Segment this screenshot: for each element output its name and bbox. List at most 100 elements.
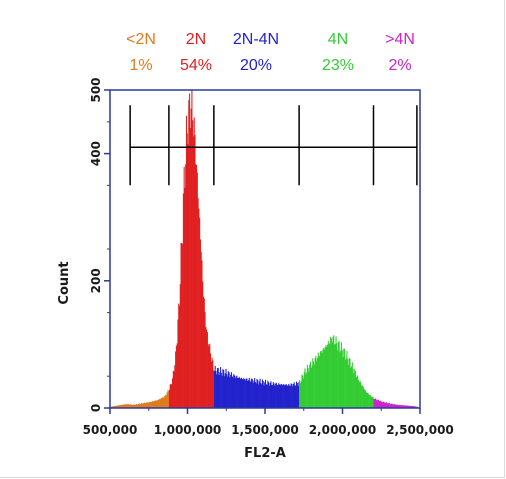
histogram-bin-303 bbox=[344, 360, 346, 408]
histogram-bin-184 bbox=[252, 382, 254, 408]
histogram-bin-60 bbox=[156, 400, 158, 408]
histogram-bin-190 bbox=[257, 379, 259, 408]
histogram-bin-300 bbox=[342, 357, 344, 408]
histogram-bin-30 bbox=[133, 404, 135, 408]
histogram-bin-262 bbox=[313, 361, 315, 408]
histogram-bin-189 bbox=[256, 378, 258, 408]
histogram-bin-72 bbox=[165, 395, 167, 408]
histogram-bin-186 bbox=[254, 378, 256, 408]
y-tick-label-3: 500 bbox=[89, 77, 103, 102]
histogram-bin-195 bbox=[261, 384, 263, 408]
histogram-bin-267 bbox=[316, 357, 318, 408]
histogram-bin-106 bbox=[192, 120, 194, 408]
histogram-bin-194 bbox=[260, 383, 262, 408]
histogram-bin-393 bbox=[414, 406, 416, 408]
histogram-bin-74 bbox=[167, 390, 169, 408]
histogram-bin-250 bbox=[303, 371, 305, 408]
histogram-bin-228 bbox=[286, 385, 288, 408]
histogram-bin-39 bbox=[140, 403, 142, 408]
histogram-bin-365 bbox=[392, 404, 394, 408]
histogram-bin-177 bbox=[247, 381, 249, 408]
histogram-bin-222 bbox=[282, 385, 284, 408]
histogram-bin-137 bbox=[216, 374, 218, 408]
histogram-bin-102 bbox=[189, 93, 191, 408]
histogram-bin-96 bbox=[184, 187, 186, 408]
histogram-bin-181 bbox=[250, 382, 252, 408]
histogram-bin-135 bbox=[214, 365, 216, 408]
histogram-bin-234 bbox=[291, 384, 293, 408]
histogram-bin-168 bbox=[240, 378, 242, 408]
histogram-bin-76 bbox=[168, 389, 170, 408]
histogram-bin-151 bbox=[227, 376, 229, 408]
histogram-bin-131 bbox=[211, 357, 213, 408]
histogram-bin-149 bbox=[225, 368, 227, 408]
histogram-bin-42 bbox=[142, 403, 144, 408]
histogram-bin-178 bbox=[247, 380, 250, 408]
histogram-bin-224 bbox=[283, 384, 285, 408]
histogram-bin-238 bbox=[294, 385, 296, 408]
x-tick-label-2: 1,500,000 bbox=[231, 423, 299, 437]
histogram-bin-210 bbox=[272, 382, 274, 408]
histogram-bin-188 bbox=[255, 383, 257, 408]
histogram-bin-172 bbox=[243, 378, 245, 408]
x-tick-label-0: 500,000 bbox=[83, 423, 138, 437]
histogram-bin-326 bbox=[362, 386, 364, 408]
histogram-bin-179 bbox=[248, 377, 250, 408]
x-tick-label-1: 1,000,000 bbox=[154, 423, 222, 437]
histogram-bin-311 bbox=[351, 366, 353, 408]
histogram-bin-208 bbox=[271, 384, 273, 408]
histogram-bin-385 bbox=[408, 405, 410, 408]
histogram-bin-271 bbox=[320, 351, 322, 408]
histogram-bin-346 bbox=[378, 399, 380, 408]
histogram-bin-245 bbox=[299, 383, 301, 408]
histogram-bin-103 bbox=[189, 127, 191, 408]
histogram-bin-221 bbox=[281, 384, 283, 408]
histogram-bin-363 bbox=[391, 403, 393, 408]
histogram-bin-121 bbox=[203, 298, 205, 408]
histogram-bin-340 bbox=[373, 399, 375, 408]
histogram-bin-59 bbox=[155, 400, 157, 408]
histogram-bin-301 bbox=[343, 348, 345, 408]
histogram-bin-289 bbox=[333, 344, 336, 408]
histogram-bin-133 bbox=[213, 370, 215, 408]
histogram-bin-155 bbox=[230, 374, 232, 408]
histogram-bin-278 bbox=[325, 345, 327, 408]
histogram-bin-37 bbox=[138, 403, 140, 408]
histogram-bin-243 bbox=[298, 382, 300, 408]
histogram-bin-309 bbox=[349, 358, 351, 408]
histogram-bin-211 bbox=[273, 383, 275, 408]
histogram-bin-18 bbox=[123, 404, 126, 408]
histogram-bin-159 bbox=[233, 374, 235, 408]
histogram-bin-380 bbox=[404, 405, 406, 408]
histogram-bin-67 bbox=[161, 397, 163, 408]
histogram-bin-120 bbox=[203, 296, 205, 408]
histogram-bin-62 bbox=[158, 399, 160, 408]
histogram-bin-319 bbox=[357, 375, 359, 408]
histogram-bin-19 bbox=[124, 404, 126, 408]
histogram-bin-130 bbox=[210, 361, 212, 408]
y-tick-label-1: 200 bbox=[89, 268, 103, 293]
histogram-bin-45 bbox=[144, 403, 146, 408]
histogram-bin-321 bbox=[358, 382, 360, 408]
histogram-bin-117 bbox=[200, 251, 202, 408]
histogram-bin-43 bbox=[143, 403, 145, 408]
axes: 0 200 400 500 500,000 1,000,000 1,500,000 2,000… bbox=[83, 77, 454, 437]
histogram-bin-270 bbox=[319, 356, 321, 408]
histogram-bin-349 bbox=[380, 400, 382, 408]
histogram-bin-104 bbox=[190, 108, 192, 408]
histogram-bin-213 bbox=[275, 383, 277, 408]
histogram-bin-361 bbox=[389, 404, 391, 408]
histogram-bin-295 bbox=[338, 341, 340, 408]
histogram-bin-214 bbox=[275, 382, 277, 408]
histogram-bin-379 bbox=[403, 405, 405, 408]
histogram-bin-315 bbox=[354, 369, 356, 408]
histogram-bin-281 bbox=[327, 340, 329, 408]
histogram-bin-306 bbox=[347, 359, 349, 408]
histogram-bin-376 bbox=[401, 405, 403, 408]
histogram-bin-354 bbox=[384, 403, 386, 408]
histogram-series bbox=[110, 90, 418, 408]
histogram-bin-232 bbox=[289, 385, 291, 408]
histogram-bin-35 bbox=[137, 404, 139, 408]
histogram-bin-358 bbox=[387, 403, 389, 408]
histogram-bin-318 bbox=[356, 376, 358, 408]
